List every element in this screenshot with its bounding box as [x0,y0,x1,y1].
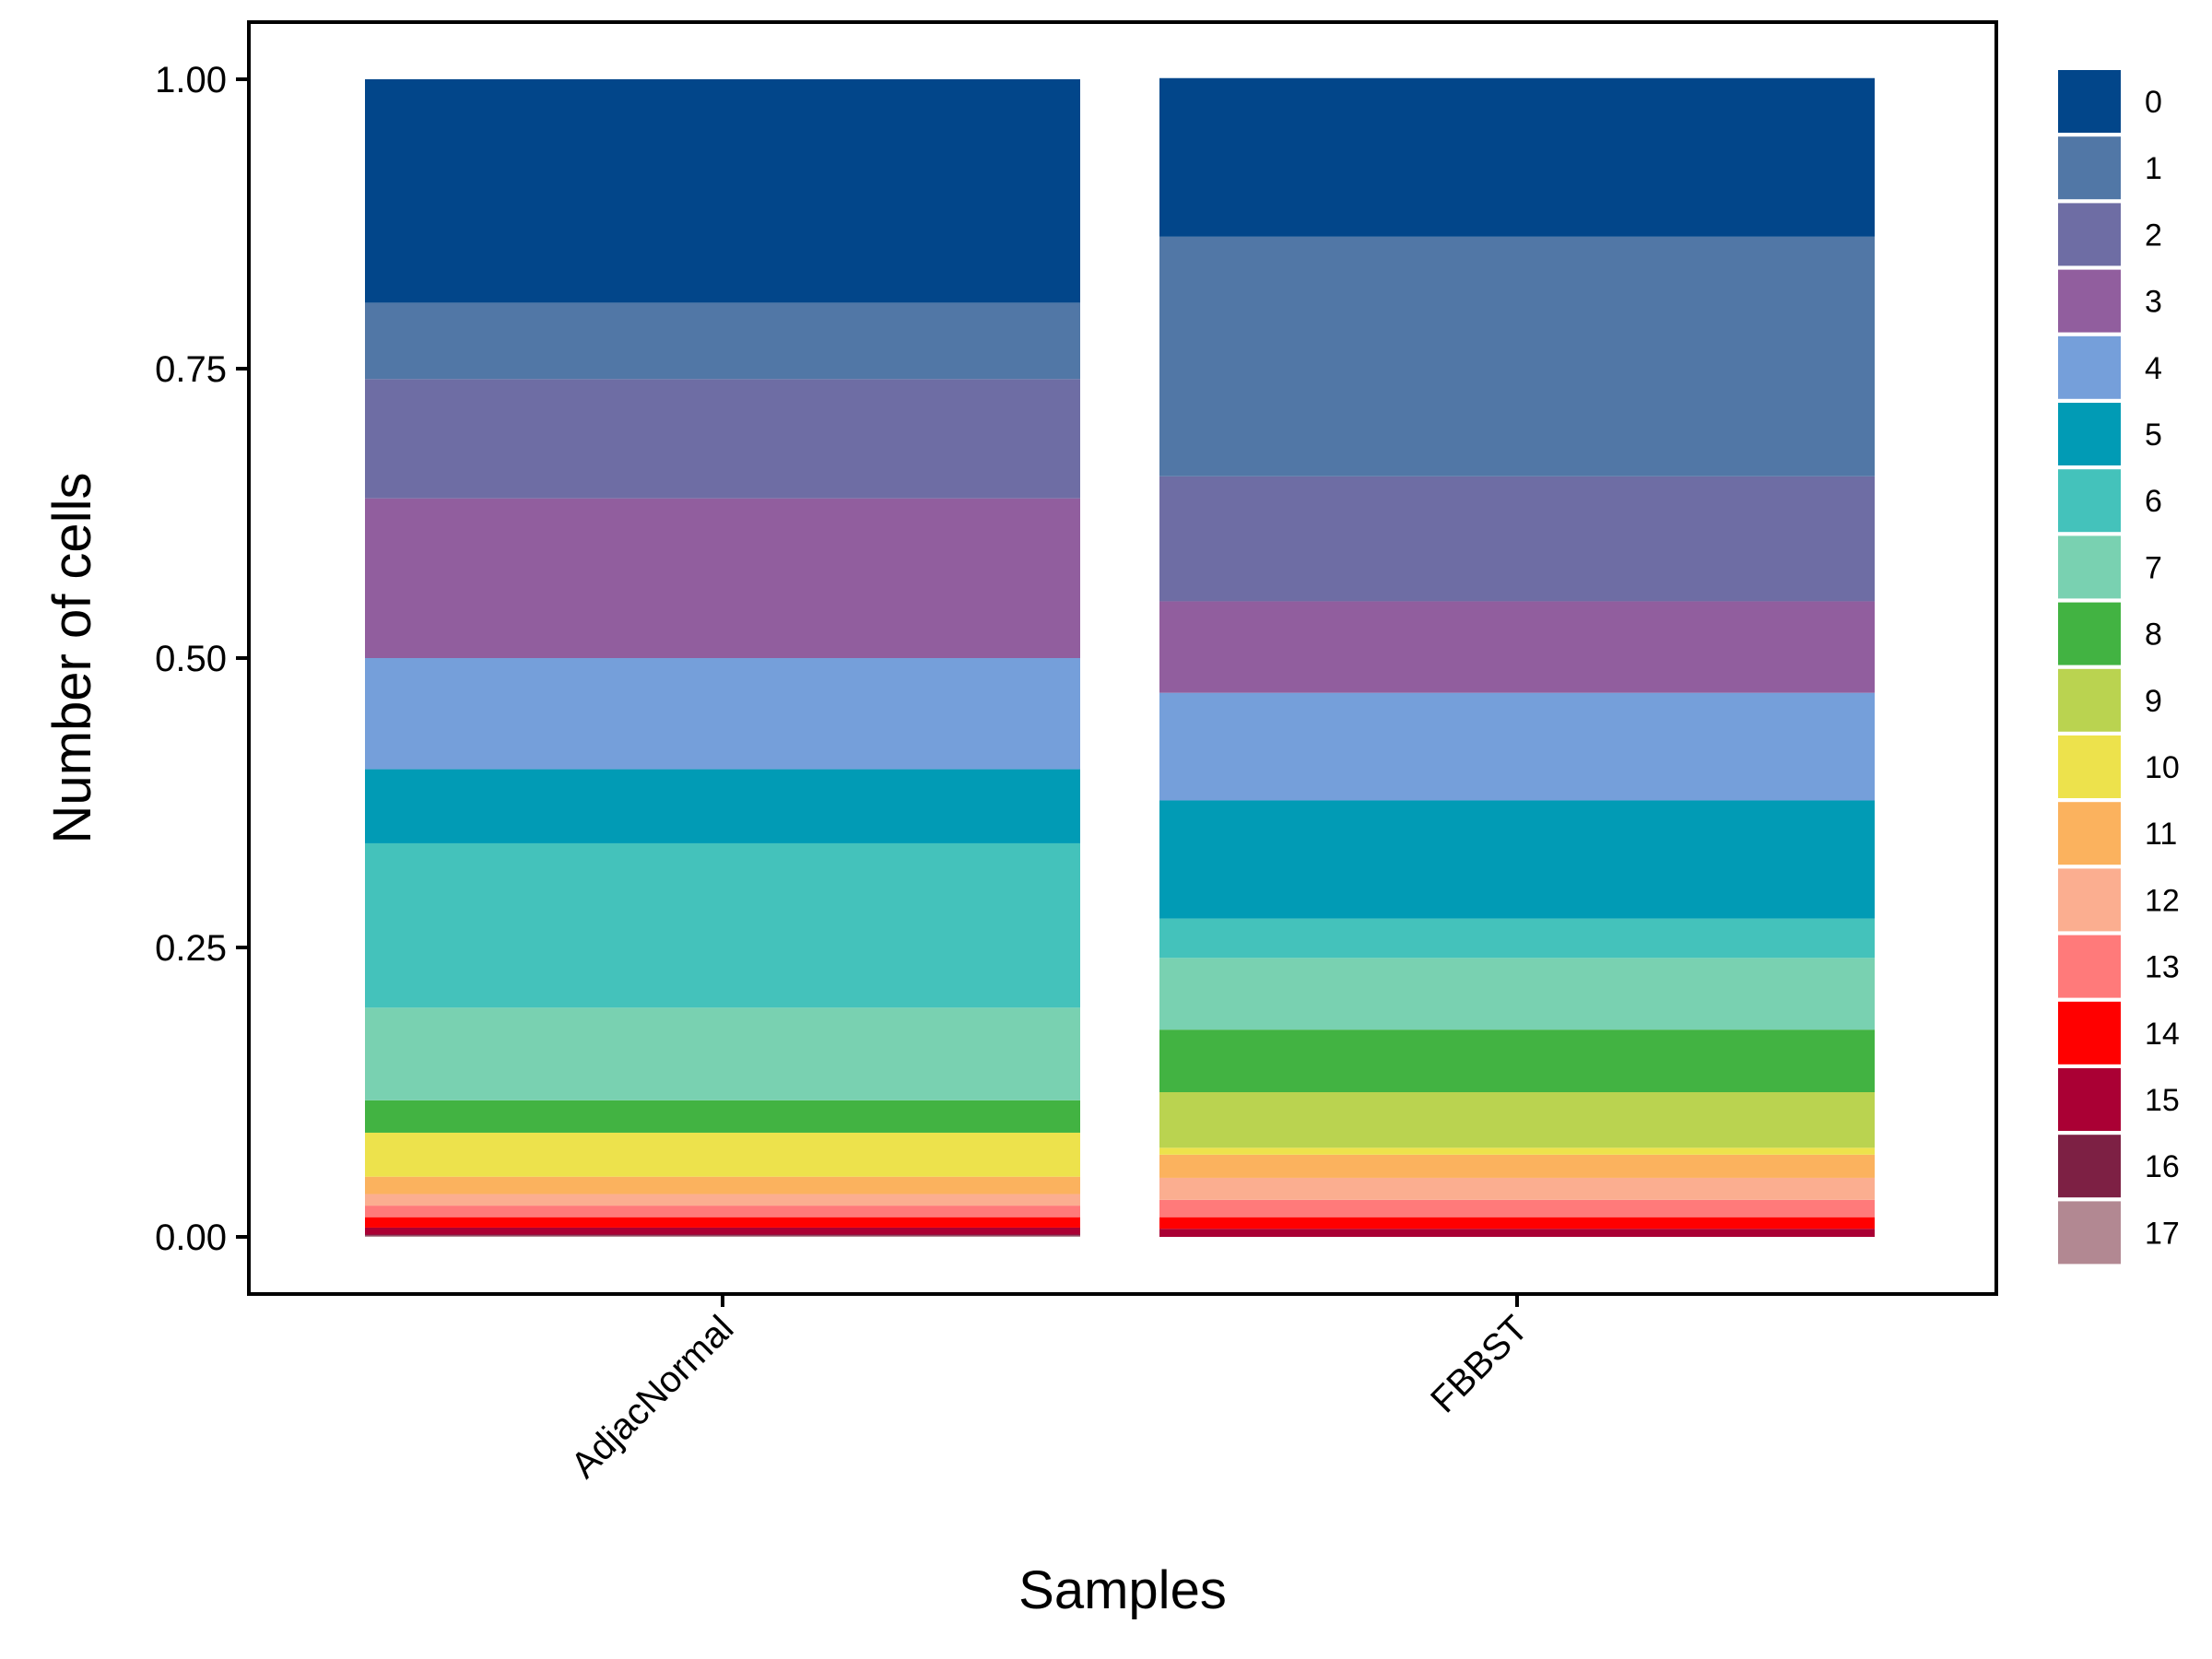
legend-key-11 [2058,802,2121,865]
legend-label-16: 16 [2145,1149,2180,1184]
bar-segment-FBBST-1 [1159,236,1875,477]
bar-segment-FBBST-11 [1159,1154,1875,1178]
legend-key-5 [2058,403,2121,465]
legend-key-3 [2058,269,2121,333]
bar-segment-AdjacNormal-4 [365,658,1080,770]
legend-label-11: 11 [2145,817,2177,852]
bar-segment-FBBST-14 [1159,1217,1875,1230]
legend-label-14: 14 [2145,1017,2180,1052]
bar-segment-FBBST-5 [1159,800,1875,919]
legend-label-12: 12 [2145,883,2180,918]
legend-key-8 [2058,602,2121,665]
legend-key-13 [2058,935,2121,998]
legend-key-7 [2058,535,2121,599]
legend-label-9: 9 [2145,684,2162,719]
bar-segment-AdjacNormal-11 [365,1176,1080,1194]
y-axis: 0.00 0.25 0.50 0.75 1.00 [155,60,249,1258]
legend-key-14 [2058,1001,2121,1065]
legend-label-3: 3 [2145,285,2162,320]
bar-segment-FBBST-15 [1159,1229,1875,1237]
bar-segment-AdjacNormal-6 [365,842,1080,1008]
bar-segment-FBBST-6 [1159,918,1875,959]
legend-key-16 [2058,1135,2121,1198]
bar-segment-AdjacNormal-16 [365,1234,1080,1236]
bar-segment-FBBST-2 [1159,476,1875,602]
y-axis-title: Number of cells [42,473,102,844]
bar-segment-AdjacNormal-5 [365,769,1080,843]
y-tick-label: 0.50 [155,639,227,679]
bar-segment-AdjacNormal-15 [365,1227,1080,1235]
bar-segment-AdjacNormal-3 [365,498,1080,658]
bar-segment-FBBST-3 [1159,601,1875,693]
bar-segment-AdjacNormal-10 [365,1132,1080,1177]
bar-segment-FBBST-8 [1159,1030,1875,1092]
legend-label-13: 13 [2145,950,2180,985]
x-axis-title: Samples [1018,1560,1227,1620]
legend-key-15 [2058,1068,2121,1131]
legend-key-2 [2058,203,2121,266]
y-tick-label: 0.75 [155,349,227,390]
legend-label-15: 15 [2145,1083,2180,1118]
bar-segment-FBBST-12 [1159,1177,1875,1200]
bar-segment-FBBST-4 [1159,692,1875,801]
x-tick-label: FBBST [1423,1308,1535,1420]
bar-segment-AdjacNormal-13 [365,1206,1080,1218]
bar-segment-AdjacNormal-0 [365,79,1080,303]
legend-label-8: 8 [2145,618,2162,653]
legend-label-10: 10 [2145,750,2180,785]
legend-label-2: 2 [2145,218,2162,253]
legend-key-1 [2058,136,2121,200]
legend-key-12 [2058,868,2121,932]
bar-segment-FBBST-0 [1159,77,1875,237]
bar-segment-FBBST-7 [1159,958,1875,1030]
bar-segment-AdjacNormal-7 [365,1007,1080,1100]
bar-segment-AdjacNormal-17 [365,1235,1080,1237]
legend-key-17 [2058,1201,2121,1265]
legend-key-6 [2058,469,2121,533]
bar-segment-AdjacNormal-2 [365,379,1080,499]
bars-layer [365,77,1875,1237]
legend-label-0: 0 [2145,85,2162,120]
legend-label-7: 7 [2145,550,2162,585]
bar-segment-AdjacNormal-1 [365,302,1080,380]
legend-key-4 [2058,335,2121,399]
bar-segment-AdjacNormal-14 [365,1217,1080,1228]
legend-key-0 [2058,70,2121,133]
bar-segment-FBBST-13 [1159,1199,1875,1218]
legend-key-10 [2058,735,2121,798]
legend-label-17: 17 [2145,1216,2180,1251]
bar-segment-FBBST-10 [1159,1147,1875,1155]
bar-segment-FBBST-9 [1159,1092,1875,1148]
legend-label-5: 5 [2145,418,2162,453]
legend-label-6: 6 [2145,484,2162,519]
legend-label-1: 1 [2145,151,2162,186]
y-tick-label: 0.25 [155,928,227,969]
y-tick-label: 1.00 [155,60,227,100]
y-tick-label: 0.00 [155,1218,227,1258]
legend-key-9 [2058,668,2121,732]
bar-segment-AdjacNormal-8 [365,1100,1080,1133]
x-axis: AdjacNormal FBBST [563,1294,1535,1486]
bar-segment-AdjacNormal-12 [365,1194,1080,1206]
x-tick-label: AdjacNormal [563,1308,741,1486]
legend-label-4: 4 [2145,351,2162,386]
